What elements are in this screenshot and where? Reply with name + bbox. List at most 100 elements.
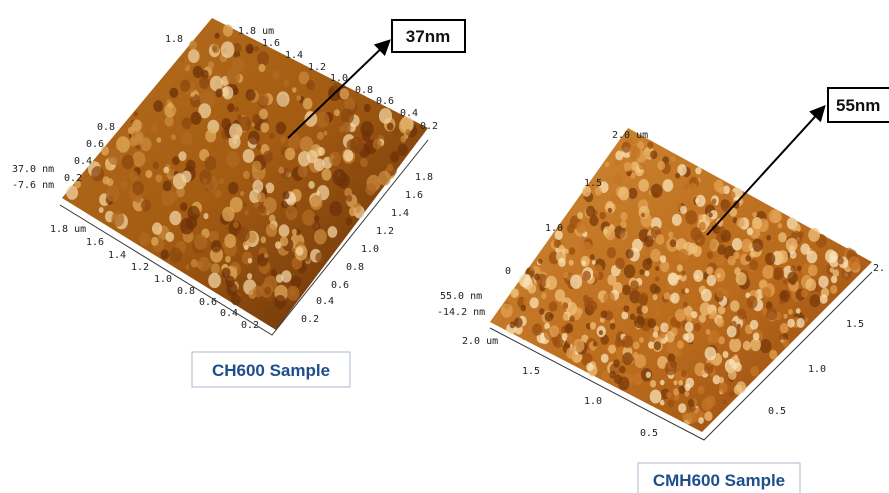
grain [269, 214, 276, 222]
grain [780, 291, 788, 300]
grain [620, 212, 627, 221]
grain [226, 151, 240, 167]
grain [336, 191, 342, 199]
grain [179, 59, 188, 69]
grain [633, 341, 640, 349]
grain [219, 178, 224, 184]
grain [254, 202, 259, 208]
grain [343, 150, 353, 162]
grain [660, 380, 665, 386]
grain [797, 266, 802, 272]
grain [129, 170, 138, 181]
grain [605, 162, 610, 167]
grain [208, 273, 221, 288]
grain [586, 206, 595, 217]
grain [685, 288, 689, 293]
grain [530, 297, 539, 308]
grain [366, 183, 376, 195]
grain [283, 80, 289, 88]
grain [103, 176, 110, 184]
grain [316, 112, 329, 128]
grain [719, 227, 726, 235]
grain [111, 211, 124, 226]
grain [683, 333, 689, 340]
axis-tick-label: 0.4 [400, 108, 418, 119]
grain [248, 258, 253, 264]
grain [593, 341, 598, 346]
grain [322, 169, 332, 181]
grain [569, 247, 575, 255]
grain [634, 315, 645, 328]
grain [188, 49, 200, 63]
grain [549, 301, 558, 311]
grain [685, 210, 697, 224]
axis-tick-label: 1.8 um [50, 224, 86, 235]
grain [778, 223, 783, 229]
grain [188, 206, 200, 221]
grain [549, 325, 559, 337]
grain [736, 218, 744, 228]
grain [254, 46, 259, 52]
grain [243, 149, 255, 163]
grain [191, 259, 198, 267]
grain [695, 195, 705, 207]
grain [316, 191, 320, 196]
grain [586, 363, 593, 372]
grain [362, 131, 371, 142]
grain [766, 308, 777, 321]
grain [221, 118, 231, 130]
grain [660, 261, 669, 272]
grain [400, 136, 406, 143]
grain [253, 286, 263, 298]
grain [716, 318, 724, 328]
grain [615, 151, 623, 161]
grain [108, 149, 122, 166]
grain [569, 260, 574, 266]
grain [801, 289, 808, 297]
grain [678, 249, 689, 262]
grain [259, 205, 266, 214]
grain [800, 243, 810, 254]
grain [285, 206, 297, 220]
grain [677, 340, 684, 348]
grain [596, 299, 601, 305]
grain [686, 315, 692, 322]
grain [635, 354, 647, 368]
grain [150, 123, 158, 133]
grain [237, 227, 249, 242]
z-scale-label: -14.2 nm [437, 307, 485, 318]
axis-tick-label: 1.6 [262, 38, 280, 49]
grain [221, 41, 235, 58]
sample-label: CH600 Sample [212, 361, 330, 380]
grain [266, 224, 277, 237]
grain [278, 167, 284, 174]
grain [280, 137, 286, 144]
grain [787, 319, 795, 328]
grain [786, 238, 798, 252]
grain [562, 302, 568, 309]
grain [329, 152, 341, 166]
grain [642, 259, 652, 271]
grain [259, 64, 266, 72]
grain [240, 191, 244, 196]
grain [621, 311, 628, 319]
grain [638, 179, 649, 192]
grain [820, 294, 828, 304]
axis-tick-label: 1.0 [808, 364, 826, 375]
grain [180, 218, 194, 235]
axis-tick-label: 2. [873, 263, 885, 274]
grain [670, 293, 679, 304]
grain [567, 224, 575, 233]
grain [750, 338, 761, 351]
grain [608, 208, 612, 213]
grain [169, 211, 181, 226]
axis-tick-label: 1.8 um [238, 26, 274, 37]
grain [650, 390, 662, 404]
grain [745, 255, 751, 262]
grain [691, 311, 697, 318]
grain [122, 155, 134, 170]
grain [730, 300, 740, 311]
axis-tick-label: 0.6 [331, 280, 349, 291]
grain [570, 275, 582, 289]
grain [258, 93, 269, 106]
